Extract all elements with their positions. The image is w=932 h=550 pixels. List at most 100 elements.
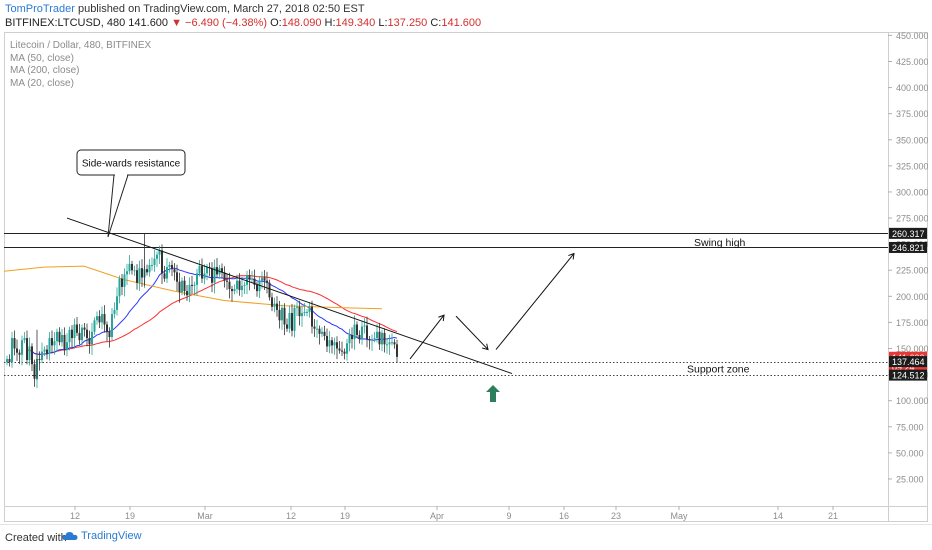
tradingview-brand[interactable]: TradingView (62, 530, 142, 542)
candle-body (93, 320, 96, 332)
x-tick-label: 16 (559, 511, 569, 521)
candle-body (338, 348, 341, 351)
candle-body (251, 278, 253, 280)
candle-body (226, 280, 228, 282)
candle-body (383, 332, 386, 345)
publish-line: TomProTrader published on TradingView.co… (5, 3, 365, 15)
candle-body (151, 265, 153, 267)
close-value: 141.600 (441, 17, 482, 29)
candle-body (166, 267, 168, 279)
candle-body (261, 277, 263, 281)
candle-body (128, 263, 131, 272)
y-tick-label: 150.000 (896, 344, 928, 354)
price-label: 137.464 (892, 357, 925, 367)
arrowhead (568, 252, 575, 260)
symbol-label: BITFINEX:LTCUSD, 480 (5, 17, 126, 29)
candle-body (303, 311, 306, 314)
candle-body (56, 331, 58, 342)
y-tick-label: 325.000 (896, 161, 928, 171)
x-tick-label: 12 (70, 511, 80, 521)
candle-body (33, 364, 36, 379)
candle-body (81, 327, 83, 341)
candle-body (98, 316, 101, 323)
x-tick-label: 14 (773, 511, 783, 521)
candle-body (286, 324, 288, 329)
support-zone-label: Support zone (687, 363, 750, 375)
x-tick-label: 21 (828, 511, 838, 521)
candle-body (361, 326, 363, 340)
candle-body (278, 309, 281, 321)
candle-body (41, 351, 43, 360)
candle-body (131, 263, 133, 271)
cloud-icon (62, 532, 78, 540)
candle-body (121, 278, 123, 287)
candle-body (323, 331, 326, 336)
candle-body (236, 280, 238, 290)
callout-text: Side-wards resistance (82, 159, 181, 170)
candle-body (76, 324, 78, 333)
ma200-line (3, 265, 383, 310)
candle-body (61, 334, 63, 343)
chart-frame[interactable]: Side-wards resistance Swing high Support z… (3, 31, 929, 522)
candle-body (296, 306, 298, 308)
candle-body (203, 273, 206, 279)
author-link[interactable]: TomProTrader (5, 3, 75, 15)
candle-body (223, 272, 226, 281)
candle-body (163, 273, 166, 279)
resistance-trendline (66, 217, 513, 375)
price-label-bg (889, 241, 927, 253)
candle-body (363, 325, 366, 327)
price-label-bg (889, 356, 927, 368)
price-chart[interactable]: Side-wards resistance Swing high Support z… (3, 31, 929, 522)
price-change: ▼ −6.490 (−4.38%) (171, 17, 267, 29)
price-label: 09:24 (892, 362, 915, 372)
legend-ma200[interactable]: MA (200, close) (10, 65, 80, 76)
candle-body (73, 324, 76, 339)
candles (6, 233, 398, 389)
candle-body (116, 296, 118, 310)
candle-body (196, 273, 198, 285)
candle-body (26, 338, 28, 360)
y-tick-label: 275.000 (896, 214, 928, 224)
y-tick-label: 100.000 (896, 396, 928, 406)
candle-body (248, 275, 251, 280)
candle-body (191, 284, 193, 286)
high-label: H: (324, 17, 336, 29)
legend-ma20[interactable]: MA (20, close) (10, 77, 74, 89)
candle-body (381, 332, 383, 345)
candle-body (198, 266, 201, 274)
swing-high-label: Swing high (694, 237, 746, 249)
x-tick-label: 19 (125, 511, 135, 521)
price-label-bg (889, 369, 927, 381)
y-tick-label: 425.000 (896, 57, 928, 67)
candle-body (171, 265, 173, 270)
candle-body (46, 349, 48, 354)
candle-body (101, 314, 103, 323)
candle-body (66, 342, 68, 350)
candle-body (333, 342, 336, 346)
candle-body (71, 329, 73, 339)
candle-body (263, 277, 266, 281)
candle-body (283, 307, 286, 325)
candle-body (291, 313, 293, 331)
candle-body (211, 268, 213, 283)
candle-body (96, 316, 98, 321)
candle-body (393, 342, 396, 345)
projection-leg (495, 253, 575, 350)
y-tick-label: 200.000 (896, 292, 928, 302)
price-axis[interactable]: 450.000 425.000 400.000 375.000 350.000 325.0… (888, 31, 929, 484)
candle-body (156, 254, 158, 259)
candle-body (8, 358, 11, 363)
time-axis[interactable]: 12 19 Mar 12 19 Apr 9 16 23 May 14 21 (70, 506, 838, 521)
y-tick-label: 450.000 (896, 32, 928, 41)
candle-body (68, 329, 71, 343)
price-label: 124.512 (892, 371, 925, 381)
x-tick-label: 9 (506, 511, 511, 521)
legend-ma50[interactable]: MA (50, close) (10, 52, 74, 64)
candle-body (181, 280, 183, 293)
y-tick-label: 225.000 (896, 266, 928, 276)
x-tick-label: Mar (197, 511, 213, 521)
candle-body (23, 338, 26, 341)
created-with-text: Created with (5, 532, 67, 544)
candle-body (188, 284, 191, 296)
